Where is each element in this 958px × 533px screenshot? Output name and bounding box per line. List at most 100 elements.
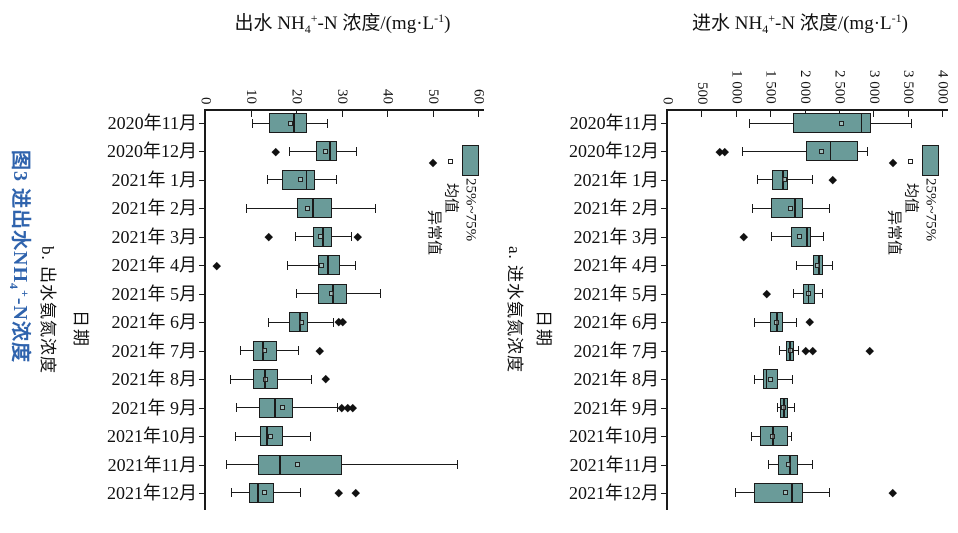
mean-marker bbox=[782, 177, 788, 183]
month-label: 2021年 8月 bbox=[573, 369, 660, 390]
median-line bbox=[829, 141, 832, 162]
month-label: 2021年 7月 bbox=[573, 340, 660, 361]
panel-label-effluent: b. 出水氨氮浓度 bbox=[38, 246, 57, 374]
whisker-cap-low bbox=[234, 431, 236, 441]
title-sup: -1 bbox=[891, 11, 902, 25]
mean-marker bbox=[769, 433, 775, 439]
box-plot-box bbox=[268, 113, 308, 133]
whisker-line bbox=[742, 150, 868, 152]
whisker-cap-high bbox=[332, 317, 334, 327]
median-line bbox=[305, 169, 308, 190]
outlier-point bbox=[740, 232, 748, 241]
mean-marker bbox=[322, 148, 328, 154]
month-label: 2021年12月 bbox=[569, 482, 659, 503]
mean-marker bbox=[297, 177, 303, 183]
box-plot-box bbox=[805, 141, 859, 162]
mean-marker bbox=[806, 291, 812, 297]
month-tick bbox=[199, 293, 205, 295]
median-line bbox=[807, 283, 810, 304]
month-tick bbox=[199, 350, 205, 352]
whisker-cap-low bbox=[793, 289, 794, 299]
whisker-cap-high bbox=[812, 460, 814, 470]
month-tick bbox=[661, 322, 667, 324]
box-plot-box bbox=[778, 454, 799, 475]
month-tick bbox=[199, 436, 205, 438]
mean-marker bbox=[288, 120, 294, 126]
title-text: -N 浓度/(mg·L bbox=[317, 13, 435, 34]
month-label: 2021年 1月 bbox=[111, 169, 198, 190]
outlier-point bbox=[828, 176, 837, 184]
month-tick bbox=[661, 208, 667, 210]
title-sub: 4 bbox=[304, 22, 311, 36]
legend-label: 异常值 bbox=[885, 210, 902, 256]
value-axis-tick bbox=[907, 110, 909, 117]
month-tick bbox=[661, 123, 667, 124]
box-plot-box bbox=[249, 482, 275, 503]
title-sup: -1 bbox=[434, 11, 445, 25]
median-line bbox=[332, 283, 334, 304]
month-label: 2021年11月 bbox=[107, 454, 197, 475]
value-axis-tick bbox=[701, 110, 703, 117]
whisker-cap-high bbox=[794, 403, 796, 413]
whisker-cap-low bbox=[742, 146, 744, 156]
whisker-cap-high bbox=[867, 146, 869, 156]
mean-marker bbox=[786, 462, 792, 468]
whisker-cap-low bbox=[246, 203, 248, 213]
legend-label: 均值 bbox=[442, 183, 459, 214]
value-tick-label: 60 bbox=[470, 89, 487, 104]
median-line bbox=[279, 454, 281, 475]
mean-marker bbox=[787, 205, 793, 211]
whisker-cap-low bbox=[267, 175, 269, 185]
value-tick-label: 2 500 bbox=[831, 70, 848, 104]
axis-title-effluent: 出水 NH4+-N 浓度/(mg·L-1) bbox=[200, 8, 485, 35]
mean-marker bbox=[268, 433, 274, 439]
value-axis-line bbox=[667, 109, 948, 111]
median-line bbox=[292, 113, 295, 133]
box-plot-box bbox=[296, 198, 332, 219]
median-line bbox=[818, 255, 820, 276]
panel-label-influent: a. 进水氨氮浓度 bbox=[505, 246, 524, 374]
whisker-cap-low bbox=[267, 317, 269, 327]
month-tick bbox=[661, 151, 667, 153]
median-line bbox=[274, 397, 276, 418]
month-tick bbox=[199, 208, 205, 210]
median-line bbox=[772, 426, 774, 447]
whisker-cap-high bbox=[812, 175, 814, 185]
title-text: ) bbox=[444, 13, 451, 34]
month-tick bbox=[661, 293, 667, 295]
value-tick-label: 20 bbox=[288, 89, 305, 104]
whisker-cap-low bbox=[779, 346, 781, 356]
value-tick-label: 2 000 bbox=[797, 70, 813, 104]
month-label: 2021年 5月 bbox=[111, 283, 198, 304]
whisker-cap-low bbox=[771, 232, 772, 242]
box-plot-box bbox=[289, 312, 309, 333]
caption-subscript: 4 bbox=[7, 283, 21, 290]
value-tick-label: 1 500 bbox=[762, 70, 779, 104]
legend-label: 异常值 bbox=[425, 210, 442, 256]
whisker-cap-low bbox=[296, 289, 298, 299]
whisker-cap-high bbox=[456, 460, 458, 470]
median-line bbox=[312, 198, 314, 219]
whisker-cap-high bbox=[823, 232, 825, 242]
whisker-cap-low bbox=[752, 203, 754, 213]
month-label: 2020年12月 bbox=[569, 141, 659, 162]
whisker-cap-low bbox=[252, 118, 254, 128]
outlier-point bbox=[889, 489, 898, 497]
value-tick-label: 1 000 bbox=[728, 70, 745, 104]
box-plot-box bbox=[792, 113, 871, 133]
whisker-cap-high bbox=[829, 488, 831, 498]
month-label: 2021年 6月 bbox=[111, 312, 198, 333]
value-tick-label: 30 bbox=[334, 89, 350, 104]
value-tick-label: 3 500 bbox=[900, 70, 917, 104]
box-plot-box bbox=[772, 169, 788, 190]
whisker-cap-high bbox=[354, 260, 356, 270]
whisker-cap-high bbox=[310, 374, 312, 384]
legend-box-icon bbox=[922, 145, 939, 176]
whisker-cap-high bbox=[831, 260, 833, 270]
median-line bbox=[329, 141, 331, 162]
mean-marker bbox=[317, 234, 323, 240]
median-line bbox=[322, 226, 324, 247]
